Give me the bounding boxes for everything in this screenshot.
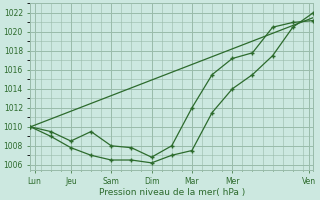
X-axis label: Pression niveau de la mer( hPa ): Pression niveau de la mer( hPa ) [99,188,245,197]
